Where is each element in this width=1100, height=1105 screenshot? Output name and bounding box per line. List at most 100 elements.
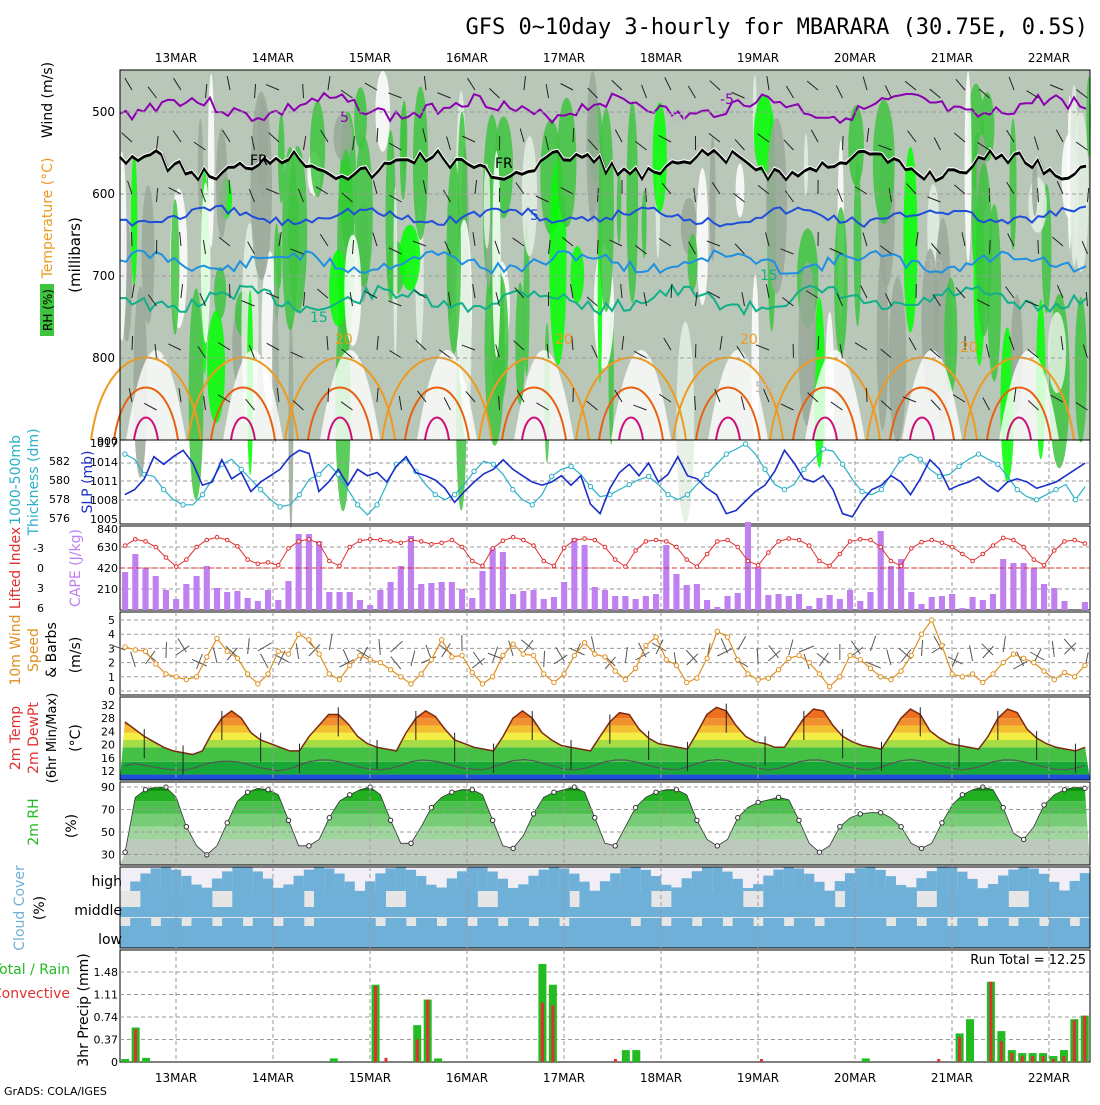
wind-speed-point (644, 643, 648, 647)
wind-speed-point (235, 656, 239, 660)
cloud-high (794, 869, 805, 891)
precip-bar (434, 1058, 442, 1062)
surface-barb (411, 650, 415, 666)
cloud-high (763, 876, 774, 891)
wind-speed-point (317, 652, 321, 656)
rh-band (557, 98, 577, 227)
rh-band (873, 100, 895, 224)
wind-speed-point (164, 672, 168, 676)
wind-speed-point (572, 653, 576, 657)
cloud-low (518, 918, 529, 948)
thickness-point (530, 503, 534, 507)
cloud-low (396, 918, 407, 948)
wind-speed-point (593, 652, 597, 656)
rh-2m-point (266, 787, 270, 791)
cloud-middle (620, 891, 631, 917)
cloud-low (916, 926, 927, 948)
li-point (675, 545, 679, 549)
li-point (1001, 536, 1005, 540)
cape-bar (929, 597, 935, 610)
surface-barb (817, 653, 830, 663)
surface-barb (717, 649, 731, 656)
cloud-high (722, 872, 733, 891)
cloud-high (283, 884, 294, 891)
footer-credit: GrADS: COLA/IGES (4, 1085, 107, 1098)
wind-speed-point (480, 682, 484, 686)
cloud-low (1059, 918, 1070, 948)
cloud-middle (518, 891, 529, 917)
rh-2m-point (940, 821, 944, 825)
cloud-low (130, 918, 141, 948)
temp-band (120, 775, 1090, 780)
thickness-point (258, 487, 262, 491)
cloud-low (784, 926, 795, 948)
li-point (317, 542, 321, 546)
contour-label: FR (495, 156, 513, 172)
cloud-high (886, 876, 897, 891)
li-point (1022, 545, 1026, 549)
rh-band (171, 199, 180, 335)
wind-tick: 1 (108, 671, 115, 684)
wind-speed-point (930, 618, 934, 622)
wind-speed-point (899, 669, 903, 673)
rh-2m-point (307, 844, 311, 848)
cloud-middle (967, 891, 978, 917)
rh-2m-point (327, 816, 331, 820)
precip-bar (121, 1059, 129, 1062)
cloud-middle (243, 891, 254, 917)
wind-speed-point (919, 632, 923, 636)
cloud-middle (385, 907, 396, 917)
li-point (328, 559, 332, 563)
cloud-level-low: low (98, 932, 122, 948)
date-top-14MAR: 14MAR (252, 51, 294, 65)
li-tick: -3 (33, 542, 44, 555)
wind-speed-point (429, 658, 433, 662)
li-point (501, 539, 505, 543)
cloud-middle (957, 891, 968, 917)
surface-barb (625, 647, 627, 663)
cape-bar (265, 590, 271, 610)
wind-speed-point (889, 677, 893, 681)
contour-label: 20 (960, 340, 978, 356)
wind-speed-point (633, 666, 637, 670)
rh-band (877, 252, 889, 430)
surface-barb (799, 646, 814, 652)
date-bottom-20MAR: 20MAR (834, 1071, 876, 1085)
cloud-middle (804, 891, 815, 917)
cape-bar (990, 594, 996, 610)
cloud-low (896, 918, 907, 948)
li-point (879, 545, 883, 549)
cape-bar (326, 592, 332, 610)
rh-2m-point (184, 824, 188, 828)
cloud-low (804, 918, 815, 948)
li-point (307, 538, 311, 542)
cloud-high (876, 870, 887, 891)
cloud-high-bg (202, 867, 213, 891)
slp-frame (120, 440, 1090, 524)
cloud-middle (406, 891, 417, 917)
rh-band (834, 207, 847, 357)
cloud-low (631, 926, 642, 948)
cloud-high (243, 868, 254, 891)
wind-speed-point (705, 656, 709, 660)
cloud-high (641, 870, 652, 891)
wind-speed-point (511, 642, 515, 646)
li-point (1012, 538, 1016, 542)
surface-barb (819, 653, 828, 666)
thickness-point (840, 462, 844, 466)
wind-speed-point (368, 658, 372, 662)
cloud-high (814, 882, 825, 891)
cloud-middle (202, 891, 213, 917)
wind-speed-point (725, 635, 729, 639)
cape-bar (367, 605, 373, 610)
cape-bar (306, 534, 312, 610)
cloud-high (140, 873, 151, 891)
surface-barb (789, 640, 793, 655)
cloud-low (600, 918, 611, 948)
cloud-high (1059, 890, 1070, 891)
cloud-high (263, 879, 274, 891)
wind-speed-point (123, 645, 127, 649)
wind-speed-point (439, 638, 443, 642)
